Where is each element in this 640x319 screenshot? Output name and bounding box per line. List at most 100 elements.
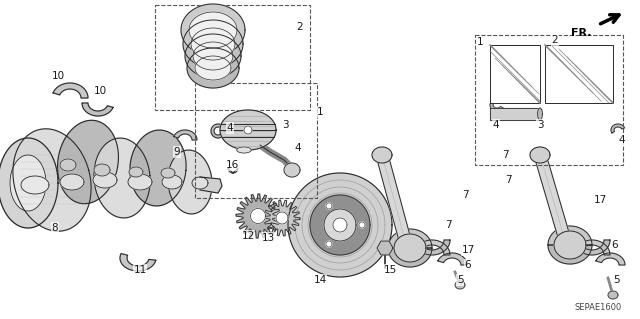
Polygon shape (490, 108, 540, 120)
Polygon shape (324, 209, 356, 241)
Bar (475, 35, 623, 165)
Polygon shape (129, 167, 143, 177)
Polygon shape (455, 281, 465, 289)
Polygon shape (388, 248, 432, 267)
Polygon shape (94, 164, 110, 176)
Polygon shape (220, 110, 276, 150)
Text: 5: 5 (457, 275, 463, 285)
Text: 1: 1 (477, 37, 483, 47)
Polygon shape (548, 226, 592, 245)
Polygon shape (554, 231, 586, 259)
Text: 7: 7 (445, 220, 451, 230)
Polygon shape (82, 103, 113, 116)
Text: 10: 10 (51, 71, 65, 81)
Text: 1: 1 (317, 107, 323, 117)
Polygon shape (490, 99, 503, 111)
Polygon shape (161, 168, 175, 178)
Text: 7: 7 (461, 190, 468, 200)
Text: 15: 15 (383, 265, 397, 275)
Polygon shape (58, 120, 118, 204)
Polygon shape (183, 20, 243, 68)
Text: 11: 11 (133, 265, 147, 275)
Polygon shape (192, 177, 208, 189)
Polygon shape (168, 150, 212, 214)
Text: 7: 7 (505, 175, 511, 185)
Text: 6: 6 (612, 240, 618, 250)
Polygon shape (414, 240, 450, 255)
Polygon shape (53, 83, 88, 98)
Polygon shape (288, 173, 392, 277)
Polygon shape (377, 241, 393, 255)
Bar (195, 83, 317, 198)
Polygon shape (187, 48, 239, 88)
Text: 4: 4 (493, 120, 499, 130)
Polygon shape (185, 34, 241, 78)
Polygon shape (244, 126, 252, 134)
Polygon shape (333, 218, 347, 232)
Polygon shape (173, 130, 197, 140)
Bar (545, 45, 613, 103)
Text: 9: 9 (173, 147, 180, 157)
Text: 8: 8 (52, 223, 58, 233)
Polygon shape (13, 129, 91, 231)
Text: 4: 4 (227, 123, 234, 133)
Polygon shape (191, 28, 235, 60)
Polygon shape (326, 203, 332, 209)
Text: 2: 2 (552, 35, 558, 45)
Polygon shape (162, 175, 182, 189)
Text: 13: 13 (261, 233, 275, 243)
Polygon shape (574, 240, 610, 255)
Polygon shape (189, 12, 237, 48)
Polygon shape (276, 212, 288, 224)
Polygon shape (438, 253, 467, 265)
Polygon shape (21, 176, 49, 194)
Polygon shape (608, 291, 618, 299)
Polygon shape (130, 130, 186, 206)
Polygon shape (250, 209, 266, 224)
Polygon shape (0, 138, 58, 228)
Polygon shape (181, 4, 245, 56)
Text: 17: 17 (593, 195, 607, 205)
Polygon shape (193, 42, 233, 70)
Polygon shape (264, 200, 300, 236)
Polygon shape (534, 153, 571, 242)
Polygon shape (372, 147, 392, 163)
Bar (490, 45, 540, 103)
Polygon shape (538, 108, 543, 120)
Polygon shape (10, 155, 46, 211)
Polygon shape (388, 229, 432, 248)
Polygon shape (376, 153, 411, 241)
Polygon shape (60, 159, 76, 171)
Bar (155, 5, 310, 110)
Polygon shape (236, 194, 280, 238)
Text: 6: 6 (465, 260, 471, 270)
Polygon shape (211, 124, 224, 138)
Polygon shape (574, 240, 610, 255)
Text: 2: 2 (297, 22, 303, 32)
Polygon shape (596, 253, 625, 265)
Polygon shape (530, 147, 550, 163)
Polygon shape (394, 234, 426, 262)
Polygon shape (128, 174, 152, 190)
Polygon shape (200, 177, 222, 193)
Polygon shape (120, 254, 156, 271)
Polygon shape (414, 240, 450, 255)
Text: 17: 17 (461, 245, 475, 255)
Polygon shape (548, 245, 592, 264)
Text: 5: 5 (614, 275, 620, 285)
Polygon shape (359, 222, 365, 228)
Text: 10: 10 (93, 86, 107, 96)
Text: 4: 4 (619, 135, 625, 145)
Text: 12: 12 (241, 231, 255, 241)
Polygon shape (326, 241, 332, 247)
Text: FR.: FR. (572, 28, 592, 38)
Polygon shape (611, 124, 625, 133)
Polygon shape (93, 172, 117, 188)
Text: 7: 7 (502, 150, 508, 160)
Polygon shape (60, 174, 84, 190)
Text: 3: 3 (537, 120, 543, 130)
Polygon shape (228, 168, 238, 173)
Polygon shape (310, 195, 370, 255)
Text: 3: 3 (282, 120, 288, 130)
Polygon shape (284, 163, 300, 177)
